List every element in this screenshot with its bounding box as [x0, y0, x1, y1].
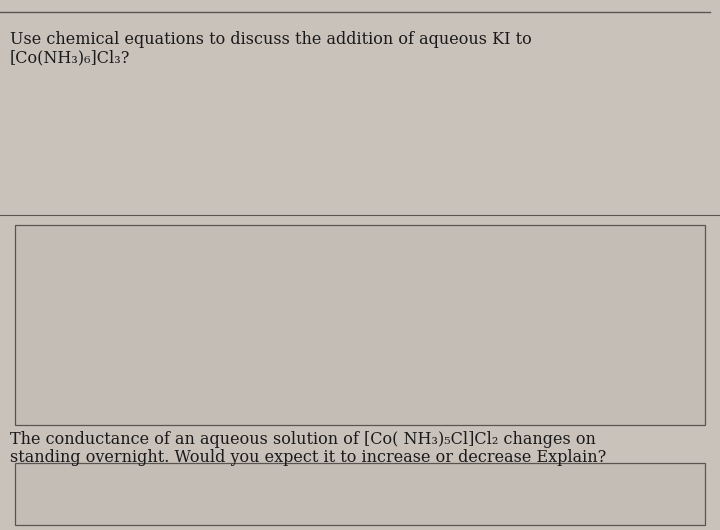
- Text: [Co(NH₃)₆]Cl₃?: [Co(NH₃)₆]Cl₃?: [10, 49, 130, 66]
- Text: The conductance of an aqueous solution of [Co( NH₃)₅Cl]Cl₂ changes on: The conductance of an aqueous solution o…: [10, 431, 596, 448]
- FancyBboxPatch shape: [15, 225, 705, 425]
- Text: standing overnight. Would you expect it to increase or decrease Explain?: standing overnight. Would you expect it …: [10, 449, 606, 466]
- Text: Use chemical equations to discuss the addition of aqueous KI to: Use chemical equations to discuss the ad…: [10, 31, 532, 49]
- FancyBboxPatch shape: [15, 463, 705, 525]
